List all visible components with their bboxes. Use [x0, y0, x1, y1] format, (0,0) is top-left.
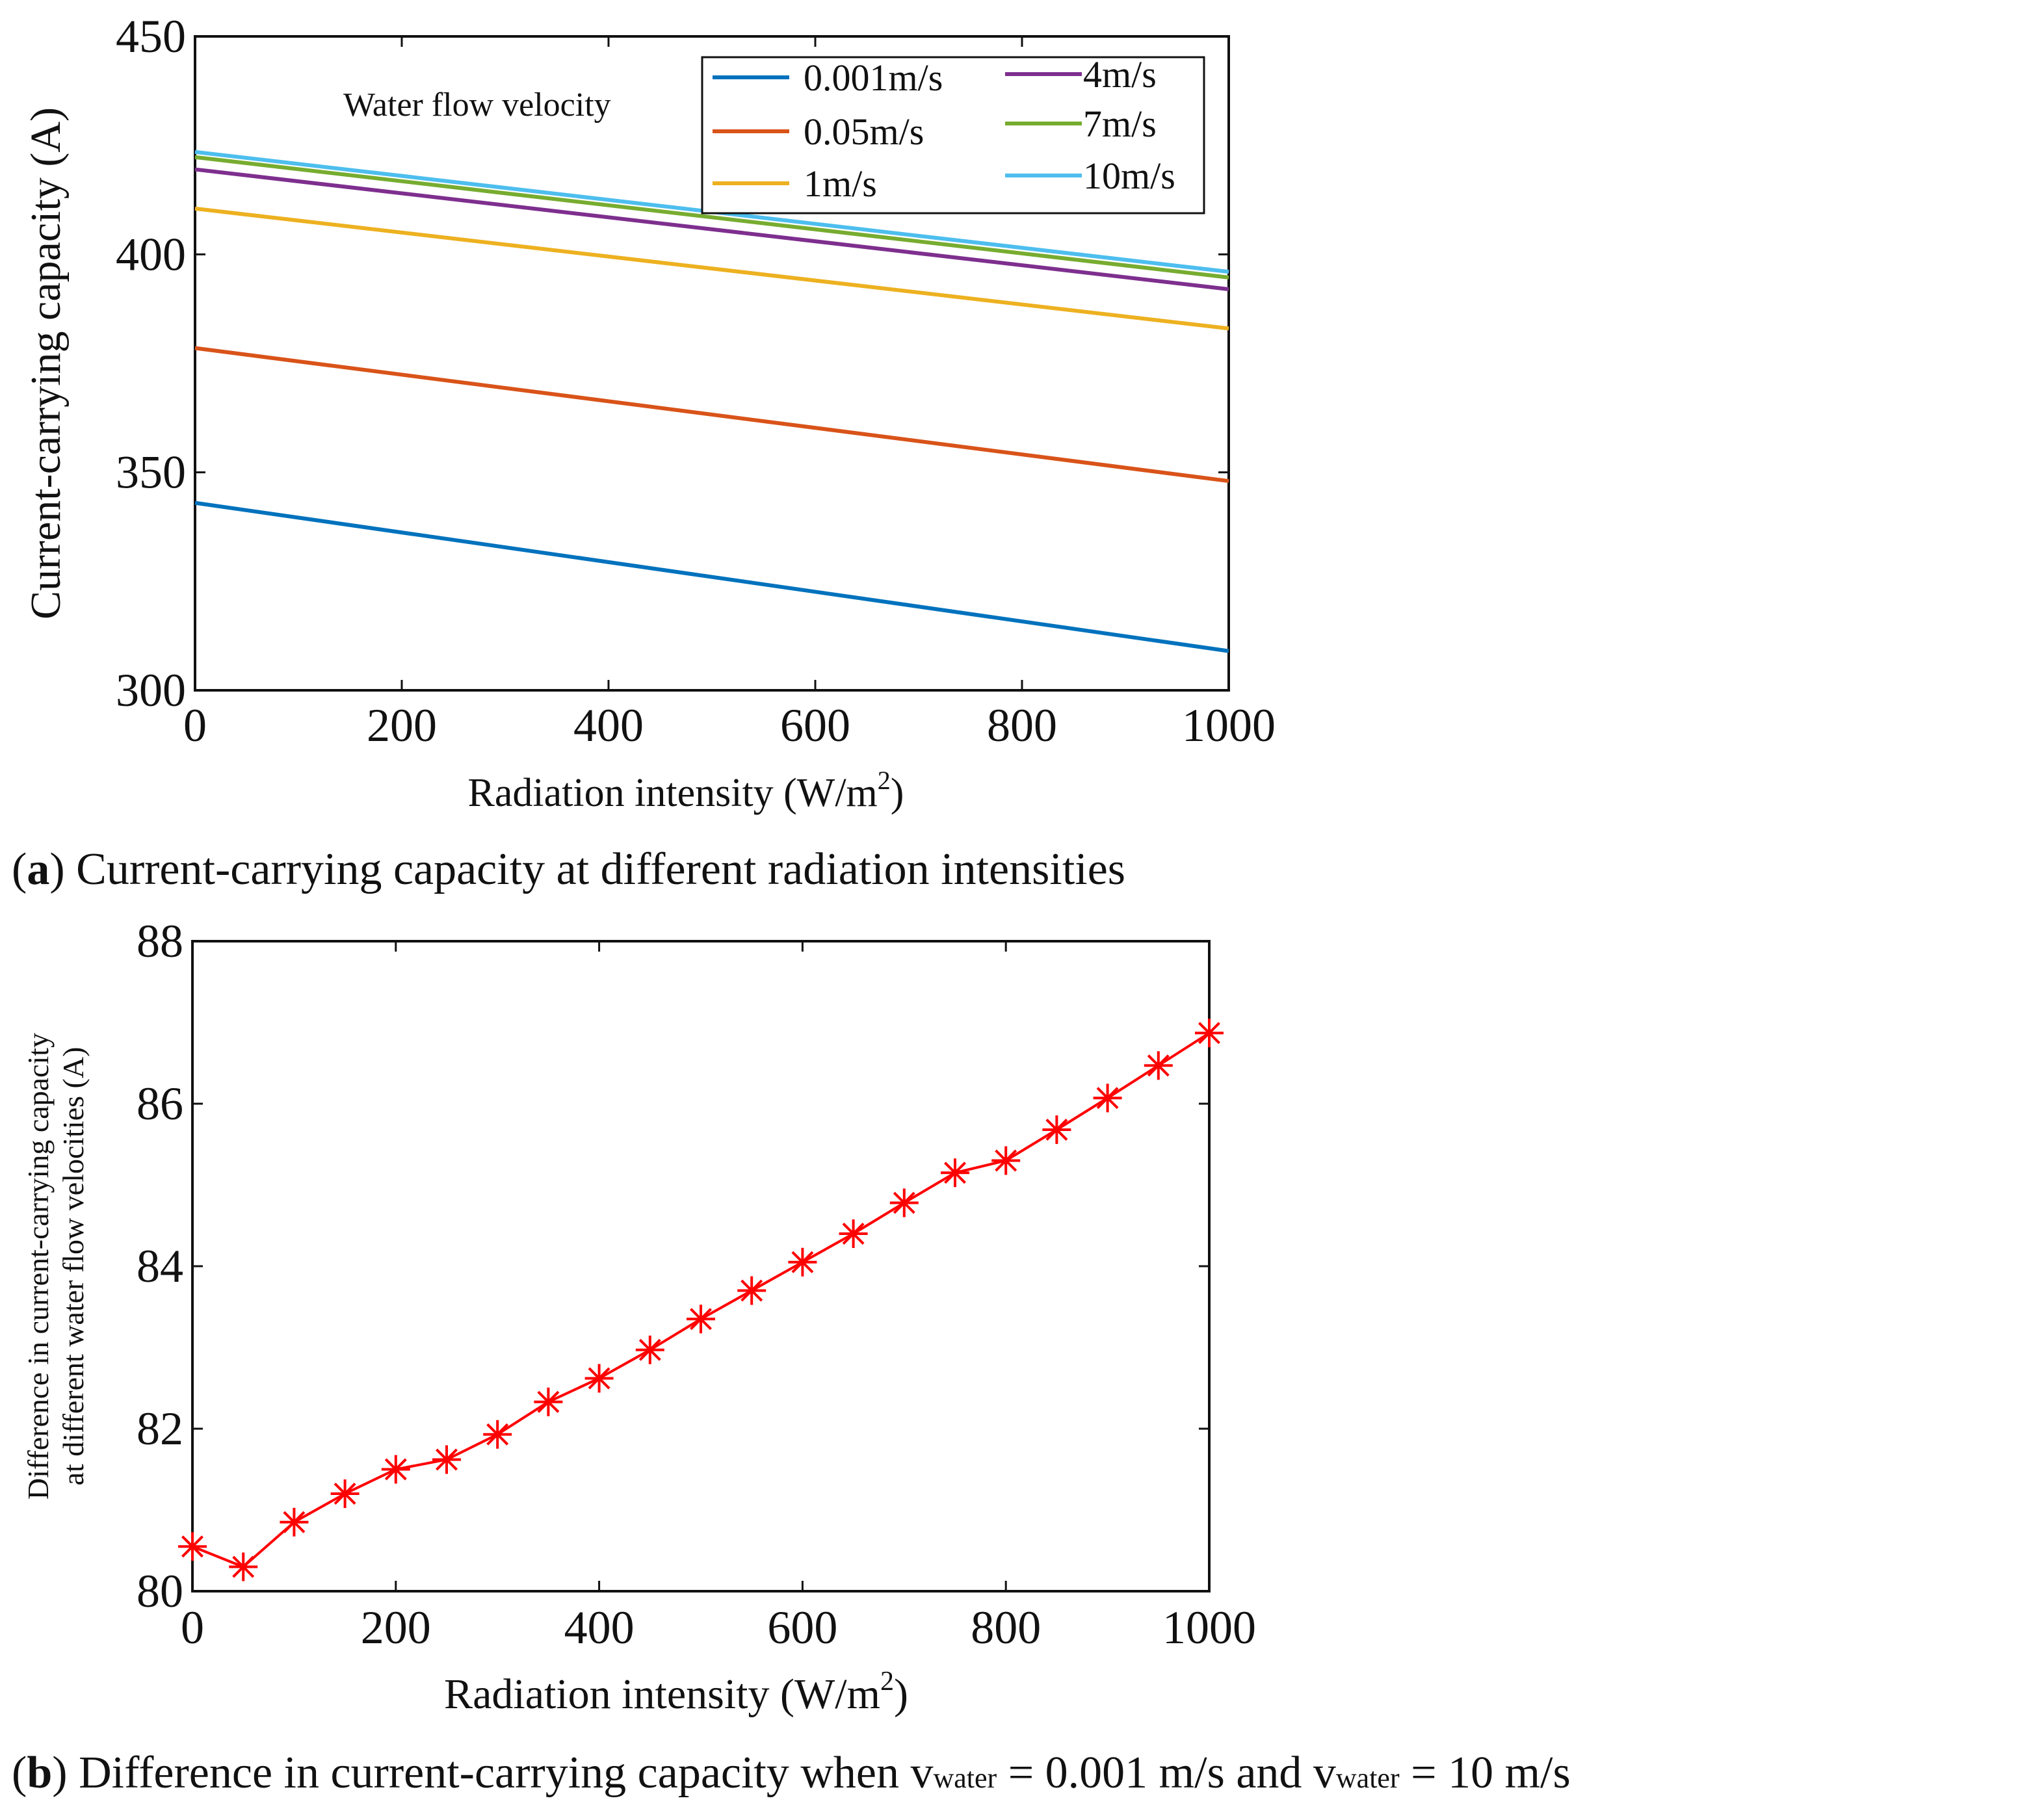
caption-b-sub2: water [1335, 1762, 1400, 1794]
chart-a-xtick-label: 200 [367, 699, 437, 751]
chart-b-data-point [1042, 1115, 1071, 1144]
chart-b-ylabel-line1: Difference in current-carrying capacity [21, 1033, 55, 1500]
chart-b-data-point [687, 1305, 715, 1334]
chart-b-xtick-label: 0 [181, 1602, 204, 1654]
chart-b-xtick-label: 200 [361, 1602, 431, 1654]
chart-b-ylabel-line2: at different water flow velocities (A) [57, 1047, 90, 1486]
chart-a-legend-label: 4m/s [1083, 53, 1157, 96]
chart-a-ylabel: Current-carrying capacity (A) [22, 107, 70, 619]
chart-b-ytick-label: 80 [137, 1565, 183, 1617]
chart-b-xlabel: Radiation intensity (W/m2) [444, 1667, 908, 1718]
chart-b-xtick-label: 600 [767, 1602, 837, 1654]
chart-a: 0 200 400 600 800 1000 300 350 400 450 Current-ca… [22, 10, 1276, 815]
chart-b-data-point [839, 1219, 868, 1248]
chart-a-legend-label: 1m/s [804, 162, 877, 205]
caption-a-label: a [27, 844, 50, 894]
chart-b-data-point [991, 1146, 1021, 1175]
chart-b-xtick-label: 400 [564, 1602, 635, 1654]
chart-a-series-line [194, 346, 1229, 484]
chart-b-data-point [788, 1247, 817, 1277]
chart-a-legend-label: 10m/s [1083, 155, 1175, 197]
chart-a-legend: Water flow velocity 0.001m/s 0.05m/s 1m/s 4… [343, 53, 1205, 214]
chart-a-plot-frame [194, 35, 1230, 692]
caption-b-label: b [27, 1748, 53, 1798]
chart-a-legend-box [701, 56, 1205, 214]
chart-a-series-line [194, 500, 1229, 653]
chart-b-data-point [941, 1158, 969, 1188]
chart-b-data-point [1093, 1084, 1122, 1113]
chart-b-data-point [584, 1364, 614, 1393]
chart-b-xtick-label: 800 [971, 1602, 1041, 1654]
chart-a-xtick-label: 600 [780, 699, 850, 751]
chart-b-data-point [534, 1387, 563, 1416]
chart-a-xtick-label: 800 [987, 699, 1057, 751]
chart-a-ytick-label: 400 [116, 228, 186, 280]
caption-b: (b) Difference in current-carrying capac… [12, 1748, 1571, 1798]
chart-a-legend-label: 7m/s [1083, 103, 1157, 145]
caption-b-sub1: water [933, 1762, 997, 1794]
chart-b-data-point [737, 1276, 767, 1305]
caption-b-text-pre: Difference in current-carrying capacity … [79, 1748, 934, 1798]
chart-b-data-point [432, 1445, 461, 1474]
chart-b-data-point [330, 1479, 360, 1508]
chart-b-ytick-label: 82 [137, 1403, 183, 1455]
chart-b-ytick-label: 84 [137, 1240, 183, 1292]
chart-a-ytick-label: 350 [116, 447, 186, 499]
chart-a-xtick-label: 400 [573, 699, 644, 751]
chart-b: 0 200 400 600 800 1000 80 82 84 86 88 Difference i… [21, 915, 1256, 1718]
chart-a-xtick-label: 1000 [1182, 699, 1276, 751]
chart-a-ytick-label: 300 [116, 664, 186, 716]
caption-b-text-end: = 10 m/s [1399, 1748, 1571, 1798]
chart-a-series-line [194, 155, 1229, 280]
chart-a-xlabel: Radiation intensity (W/m2) [468, 766, 904, 815]
chart-a-legend-label: 0.05m/s [804, 110, 924, 153]
chart-b-data-point [889, 1188, 919, 1217]
chart-b-data-point [280, 1507, 309, 1537]
chart-b-xtick-label: 1000 [1162, 1602, 1256, 1654]
chart-a-legend-label: 0.001m/s [804, 57, 943, 99]
chart-b-data-point [1144, 1051, 1173, 1080]
chart-b-data-point [178, 1532, 207, 1561]
caption-a: (a) Current-carrying capacity at differe… [12, 844, 1126, 894]
chart-a-ytick-label: 450 [116, 10, 186, 62]
chart-b-ytick-label: 86 [137, 1078, 183, 1130]
chart-a-legend-title: Water flow velocity [343, 86, 611, 124]
chart-a-xtick-label: 0 [183, 699, 207, 751]
chart-b-data-point [229, 1552, 258, 1581]
chart-b-data-point [1195, 1019, 1224, 1048]
chart-a-series-line [194, 206, 1229, 331]
chart-b-data-point [635, 1335, 664, 1364]
chart-b-data-point [483, 1420, 512, 1449]
caption-a-text: Current-carrying capacity at different r… [76, 844, 1126, 894]
chart-b-data-point [381, 1455, 410, 1484]
caption-b-text-mid: = 0.001 m/s and v [997, 1748, 1336, 1798]
chart-a-series-line [194, 167, 1229, 291]
chart-b-ytick-label: 88 [137, 915, 183, 967]
